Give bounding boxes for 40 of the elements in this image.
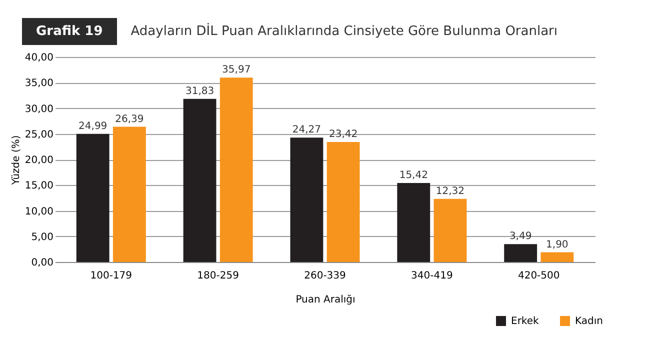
data-label: 15,42 bbox=[399, 170, 428, 181]
bar bbox=[504, 244, 538, 262]
data-label: 1,90 bbox=[546, 239, 568, 250]
bar bbox=[183, 98, 216, 262]
y-tick-label: 35,00 bbox=[24, 78, 54, 90]
data-label: 26,39 bbox=[115, 114, 144, 125]
bar bbox=[397, 182, 430, 262]
bar bbox=[220, 78, 253, 262]
legend-label: Kadın bbox=[575, 316, 603, 327]
y-tick-label: 30,00 bbox=[24, 104, 54, 115]
y-tick-label: 5,00 bbox=[31, 232, 54, 243]
data-label: 3,49 bbox=[509, 231, 532, 242]
y-tick-label: 0,00 bbox=[31, 258, 54, 268]
data-label: 24,99 bbox=[78, 120, 108, 132]
x-tick-label: 100-179 bbox=[90, 270, 132, 282]
x-tick-label: 420-500 bbox=[518, 270, 560, 282]
x-tick-label: 340-419 bbox=[411, 270, 453, 282]
x-tick-label: 260-339 bbox=[304, 270, 346, 282]
bar bbox=[290, 138, 324, 262]
chart-title: Adayların DİL Puan Aralıklarında Cinsiyete Göre Bulunma Oranları bbox=[130, 24, 558, 38]
legend-label: Erkek bbox=[511, 316, 540, 327]
y-tick-label: 40,00 bbox=[24, 52, 54, 64]
data-label: 12,32 bbox=[436, 186, 465, 197]
x-tick-label: 180-259 bbox=[197, 270, 239, 282]
y-tick-label: 25,00 bbox=[24, 129, 54, 140]
bar bbox=[76, 134, 110, 262]
data-label: 23,42 bbox=[328, 128, 358, 140]
y-tick-label: 10,00 bbox=[24, 206, 54, 218]
bar bbox=[540, 252, 574, 262]
x-axis-title: Puan Aralığı bbox=[296, 294, 356, 306]
data-label: 24,27 bbox=[292, 124, 322, 136]
y-tick-label: 15,00 bbox=[24, 180, 54, 192]
data-label: 31,83 bbox=[185, 86, 214, 97]
bar bbox=[112, 126, 146, 262]
bar bbox=[326, 142, 360, 262]
y-tick-label: 20,00 bbox=[24, 155, 54, 166]
bar bbox=[434, 198, 467, 262]
text: Grafik 19 bbox=[22, 18, 117, 44]
y-axis-title: Yüzde (%) bbox=[10, 135, 22, 186]
data-label: 35,97 bbox=[222, 64, 251, 76]
